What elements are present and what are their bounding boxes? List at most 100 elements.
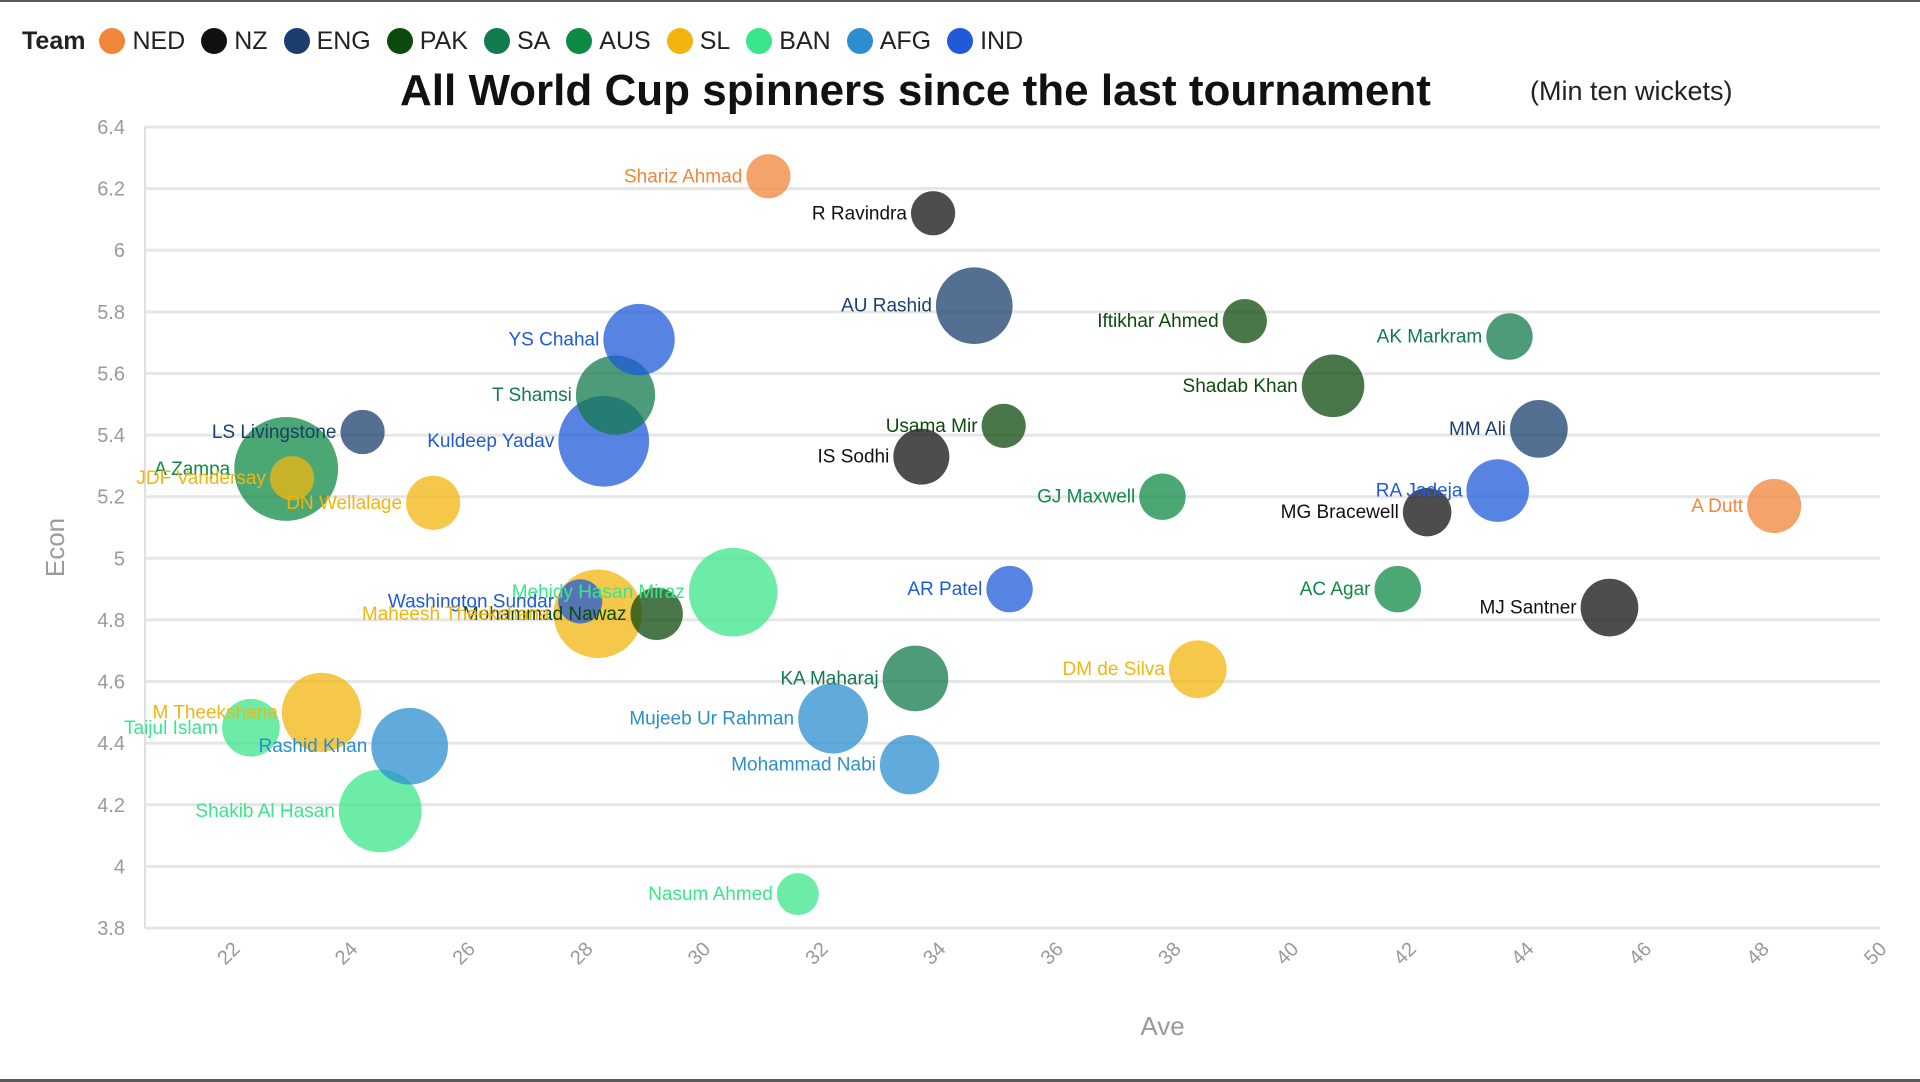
legend-item-afg[interactable]: AFG [846,26,932,56]
legend-label: SL [699,26,731,55]
bubble-point[interactable] [1139,473,1186,520]
point-label: Rashid Khan [259,736,368,757]
bubble-point[interactable] [340,409,385,455]
point-label: Shakib Al Hasan [195,801,334,822]
x-tick-label: 44 [1507,938,1538,969]
x-tick-label: 50 [1860,938,1891,969]
bubble-point[interactable] [798,683,869,754]
bubble-point[interactable] [893,428,950,485]
point-label: DM de Silva [1062,659,1165,680]
legend-item-sl[interactable]: SL [666,26,731,56]
bubble-point[interactable] [1486,313,1533,360]
bubble-point[interactable] [935,267,1013,345]
bubble-point[interactable] [776,873,819,916]
point-label: Iftikhar Ahmed [1097,311,1218,332]
legend-item-ind[interactable]: IND [947,27,1023,56]
bubble-point[interactable] [746,154,791,199]
bubble-point[interactable] [882,645,949,712]
x-tick-label: 48 [1742,938,1773,969]
legend-swatch-icon [746,28,773,54]
y-tick-label: 5.6 [97,363,125,385]
x-tick-label: 46 [1625,938,1656,969]
bubble-point[interactable] [281,672,362,752]
y-tick-label: 4.4 [97,733,125,755]
bubble-point[interactable] [879,735,940,795]
legend-item-ban[interactable]: BAN [746,27,831,56]
y-tick-label: 4.2 [97,795,125,817]
legend-item-nz[interactable]: NZ [201,26,268,56]
x-tick-label: 40 [1272,938,1303,969]
bubble-point[interactable] [688,547,778,637]
legend-item-pak[interactable]: PAK [386,26,468,56]
bubble-point[interactable] [630,587,683,640]
legend-swatch-icon [846,28,873,54]
legend-swatch-icon [386,28,413,54]
legend-label: NED [132,26,186,55]
y-tick-label: 5.2 [97,487,125,509]
x-tick-label: 28 [566,938,597,969]
point-label: Usama Mir [886,416,979,437]
point-label: R Ravindra [812,203,907,224]
bubble-point[interactable] [558,579,603,624]
bubble-point[interactable] [603,303,675,376]
bubble-point[interactable] [338,769,422,853]
chart-subtitle: (Min ten wickets) [1530,76,1733,106]
bubble-point[interactable] [986,565,1033,613]
bubble-point[interactable] [575,355,656,435]
legend-item-ned[interactable]: NED [99,27,185,56]
bubble-point[interactable] [1374,565,1421,613]
bubble-point[interactable] [371,707,449,785]
bubble-point[interactable] [1222,298,1267,344]
x-tick-label: 24 [331,938,362,969]
legend-label: PAK [419,26,468,55]
point-label: Washington Sundar [388,591,555,612]
point-label: AR Patel [907,579,982,600]
x-tick-label: 34 [919,938,950,969]
legend-item-sa[interactable]: SA [483,26,551,56]
bubble-point[interactable] [406,475,461,530]
x-tick-label: 26 [449,938,480,969]
y-axis-title: Econ [40,518,70,577]
y-tick-label: 5.4 [97,425,125,447]
bubble-point[interactable] [981,403,1026,448]
bubble-point[interactable] [1510,400,1568,458]
bubble-point[interactable] [1747,478,1802,534]
point-label: RA Jadeja [1376,481,1463,502]
legend-label: AFG [879,26,932,55]
bubble-point[interactable] [910,191,956,236]
bubble-point[interactable] [269,456,315,501]
point-label: IS Sodhi [818,447,890,468]
legend-item-aus[interactable]: AUS [566,26,651,56]
bubble-point[interactable] [222,698,280,757]
point-label: Mohammad Nawaz [463,604,627,625]
point-label: MG Bracewell [1281,502,1399,523]
legend-label: NZ [234,26,268,55]
legend-swatch-icon [666,28,693,54]
bubble-point[interactable] [1402,487,1452,537]
bubble-point[interactable] [1580,578,1639,637]
bubble-point[interactable] [1301,354,1365,418]
bubble-point[interactable] [1168,640,1227,699]
legend-swatch-icon [283,28,310,54]
point-label: Nasum Ahmed [648,884,773,905]
legend-title: Team [22,26,86,55]
point-label: Mujeeb Ur Rahman [629,709,794,730]
bubble-point[interactable] [1466,459,1530,522]
point-label: Mehidy Hasan Miraz [512,582,685,603]
point-label: JDF Vandersay [136,468,266,489]
x-tick-label: 32 [801,938,832,969]
point-label: Shadab Khan [1183,376,1298,397]
point-label: AC Agar [1300,579,1371,600]
legend-label: AUS [599,26,651,55]
point-label: AU Rashid [841,296,932,317]
legend-label: SA [516,26,551,55]
legend-swatch-icon [99,28,126,54]
legend: Team NED NZ ENG PAK SA AUS SL BAN AFG IND [22,26,1039,56]
point-label: GJ Maxwell [1037,487,1135,508]
y-tick-label: 6.2 [97,179,125,201]
legend-label: ENG [316,26,371,55]
legend-item-eng[interactable]: ENG [283,26,371,56]
bottom-border [0,1079,1920,1082]
legend-swatch-icon [201,28,228,54]
